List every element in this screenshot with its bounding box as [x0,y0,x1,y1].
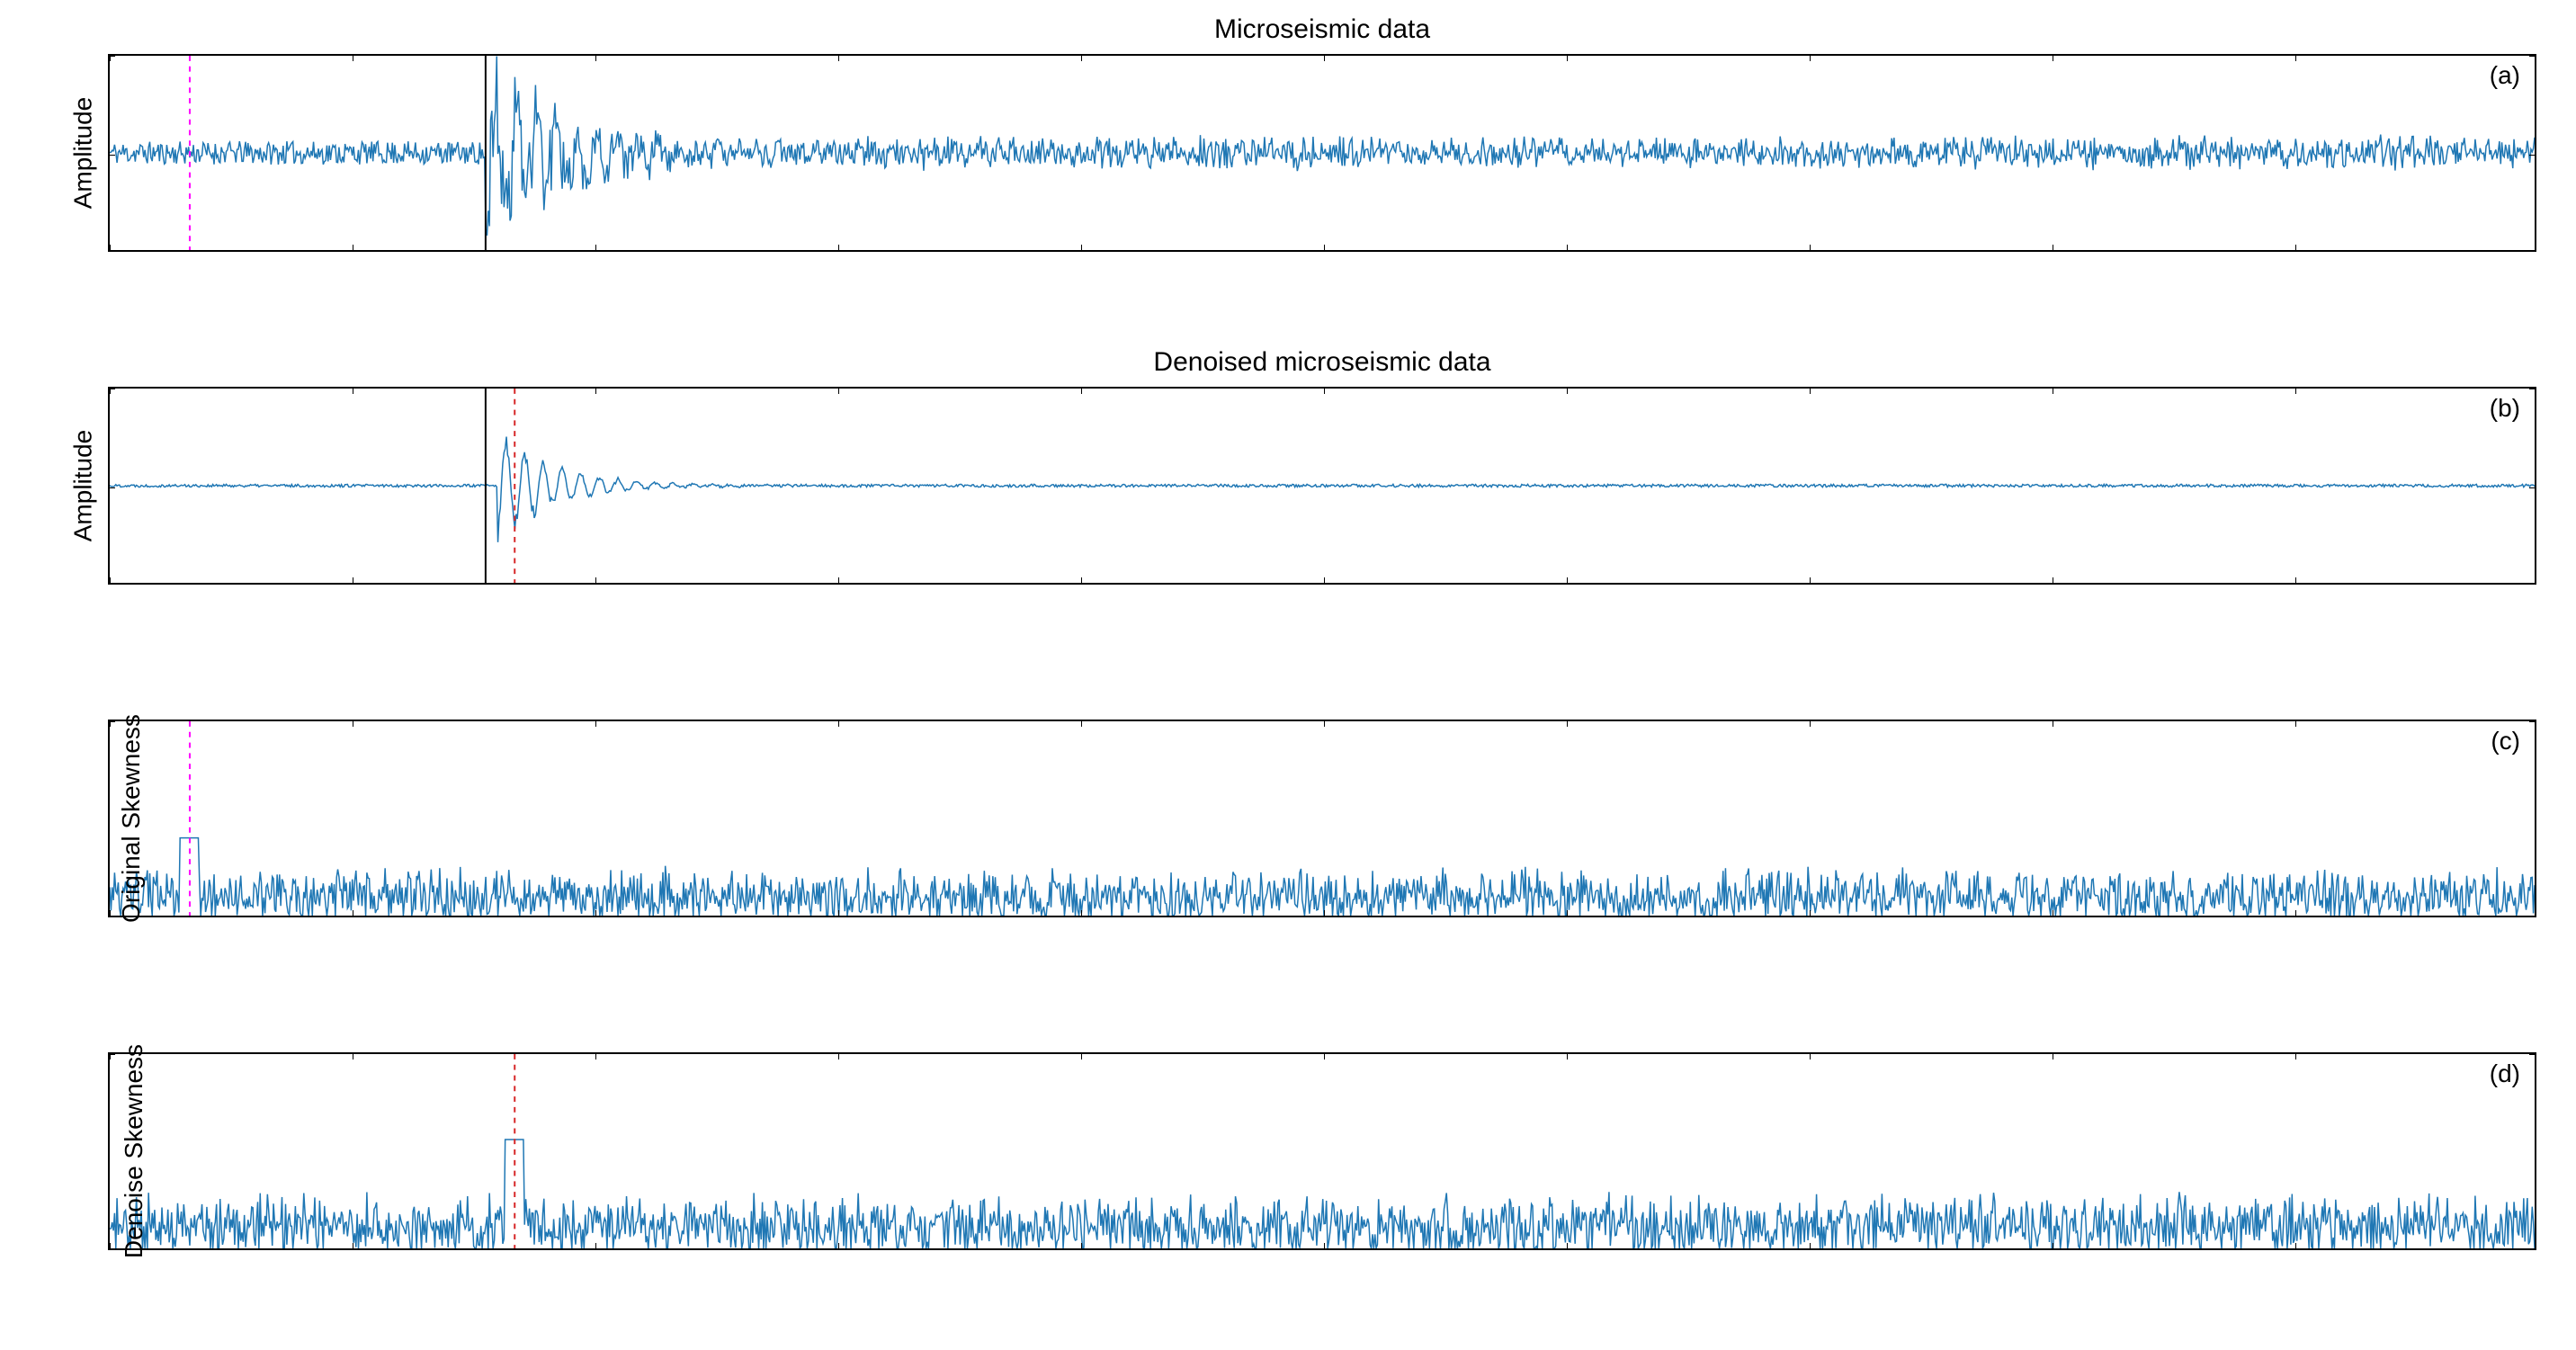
xtick [1810,1243,1811,1250]
subplot-title: Microseismic data [1214,14,1430,45]
xtick-top [1567,720,1568,727]
xtick [595,1243,596,1250]
xtick-top [1324,54,1325,61]
signal-line [110,838,2535,916]
panel-label: (d) [2490,1059,2520,1088]
xtick-top [1810,1052,1811,1059]
xtick-top [2295,54,2296,61]
xtick-top [1810,54,1811,61]
ytick [108,721,115,722]
xtick [595,245,596,252]
xtick [2295,577,2296,585]
ytick [108,1054,115,1055]
xtick [110,577,111,585]
xtick [1324,1243,1325,1250]
ytick-right [2529,155,2536,156]
xtick-top [1324,720,1325,727]
signal-svg [110,1054,2535,1248]
xtick-top [838,1052,839,1059]
xtick-top [1324,387,1325,394]
xtick [1081,1243,1082,1250]
ytick-right [2529,1054,2536,1055]
xtick [1081,577,1082,585]
xtick [2295,910,2296,917]
y-axis-label: Amplitude [68,97,97,210]
xtick-top [1567,387,1568,394]
ytick-right [2529,721,2536,722]
xtick-top [1324,1052,1325,1059]
ytick [108,56,115,57]
xtick-top [2295,1052,2296,1059]
xtick [1324,245,1325,252]
signal-line [110,437,2535,542]
xtick-top [838,54,839,61]
xtick [2295,1243,2296,1250]
signal-line [110,56,2535,235]
xtick-top [1081,54,1082,61]
xtick [1567,245,1568,252]
xtick-top [1567,54,1568,61]
xtick-top [595,720,596,727]
xtick [838,577,839,585]
xtick [838,245,839,252]
plot-area: 00.10.20.30.40.50.60.70.80.9105time/s(d) [108,1052,2536,1250]
xtick-top [1081,720,1082,727]
subplot-c: 00.10.20.30.40.50.60.70.80.9105time/s(c)… [108,720,2536,917]
xtick [1810,245,1811,252]
xtick [1810,577,1811,585]
xtick-top [2295,720,2296,727]
xtick [2295,245,2296,252]
xtick [1081,245,1082,252]
signal-svg [110,389,2535,583]
xtick-top [1081,1052,1082,1059]
xtick [1081,910,1082,917]
y-axis-label: Original Skewness [117,714,146,923]
xtick [110,910,111,917]
subplot-b: Denoised microseismic data00.10.20.30.40… [108,387,2536,585]
xtick-top [595,387,596,394]
plot-area: 00.10.20.30.40.50.60.70.80.91-101time/s(… [108,387,2536,585]
ytick [108,155,115,156]
signal-svg [110,721,2535,916]
plot-area: 00.10.20.30.40.50.60.70.80.91-101time/s(… [108,54,2536,252]
y-axis-label: Amplitude [68,430,97,542]
ytick-right [2529,487,2536,488]
xtick-top [1081,387,1082,394]
xtick-top [1810,387,1811,394]
xtick [1324,577,1325,585]
xtick [1324,910,1325,917]
subplot-d: 00.10.20.30.40.50.60.70.80.9105time/s(d)… [108,1052,2536,1250]
xtick [1567,577,1568,585]
xtick [1567,1243,1568,1250]
xtick-top [595,1052,596,1059]
ytick [108,487,115,488]
xtick-top [1810,720,1811,727]
subplot-a: Microseismic data00.10.20.30.40.50.60.70… [108,54,2536,252]
signal-line [110,1140,2535,1248]
xtick [595,910,596,917]
xtick [838,1243,839,1250]
xtick [595,577,596,585]
xtick [1810,910,1811,917]
ytick-right [2529,56,2536,57]
xtick [1567,910,1568,917]
panel-label: (c) [2491,727,2520,755]
xtick [110,245,111,252]
xtick [838,910,839,917]
y-axis-label: Denoise Skewness [120,1044,148,1258]
subplot-title: Denoised microseismic data [1153,347,1490,378]
xtick-top [595,54,596,61]
signal-svg [110,56,2535,250]
xtick [110,1243,111,1250]
panel-label: (a) [2490,61,2520,90]
xtick-top [838,720,839,727]
xtick-top [2295,387,2296,394]
xtick-top [838,387,839,394]
plot-area: 00.10.20.30.40.50.60.70.80.9105time/s(c) [108,720,2536,917]
figure: Microseismic data 00.10.20.30.40.50.60.70… [0,0,2576,1350]
panel-label: (b) [2490,394,2520,423]
xtick-top [1567,1052,1568,1059]
